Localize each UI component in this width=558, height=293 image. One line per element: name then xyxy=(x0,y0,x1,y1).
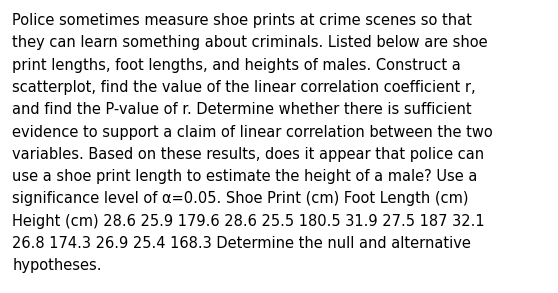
Text: significance level of α=0.05. Shoe Print (cm) Foot Length (cm): significance level of α=0.05. Shoe Print… xyxy=(12,191,469,206)
Text: use a shoe print length to estimate the height of a male? Use a: use a shoe print length to estimate the … xyxy=(12,169,478,184)
Text: variables. Based on these results, does it appear that police can: variables. Based on these results, does … xyxy=(12,147,484,162)
Text: and find the P-value of r. Determine whether there is sufficient: and find the P-value of r. Determine whe… xyxy=(12,102,472,117)
Text: they can learn something about criminals. Listed below are shoe: they can learn something about criminals… xyxy=(12,35,488,50)
Text: print​ lengths, foot​ lengths, and heights of males. Construct a: print​ lengths, foot​ lengths, and heigh… xyxy=(12,58,461,73)
Text: Police sometimes measure shoe prints at crime scenes so that: Police sometimes measure shoe prints at … xyxy=(12,13,472,28)
Text: hypotheses.: hypotheses. xyxy=(12,258,102,273)
Text: Height (cm) 28.6 25.9 179.6 28.6 25.5 180.5 31.9 27.5 187 32.1: Height (cm) 28.6 25.9 179.6 28.6 25.5 18… xyxy=(12,214,485,229)
Text: evidence to support a claim of linear correlation between the two: evidence to support a claim of linear co… xyxy=(12,125,493,139)
Text: scatterplot, find the value of the linear correlation coefficient r,: scatterplot, find the value of the linea… xyxy=(12,80,476,95)
Text: 26.8 174.3 26.9 25.4 168.3 Determine the null and alternative: 26.8 174.3 26.9 25.4 168.3 Determine the… xyxy=(12,236,471,251)
